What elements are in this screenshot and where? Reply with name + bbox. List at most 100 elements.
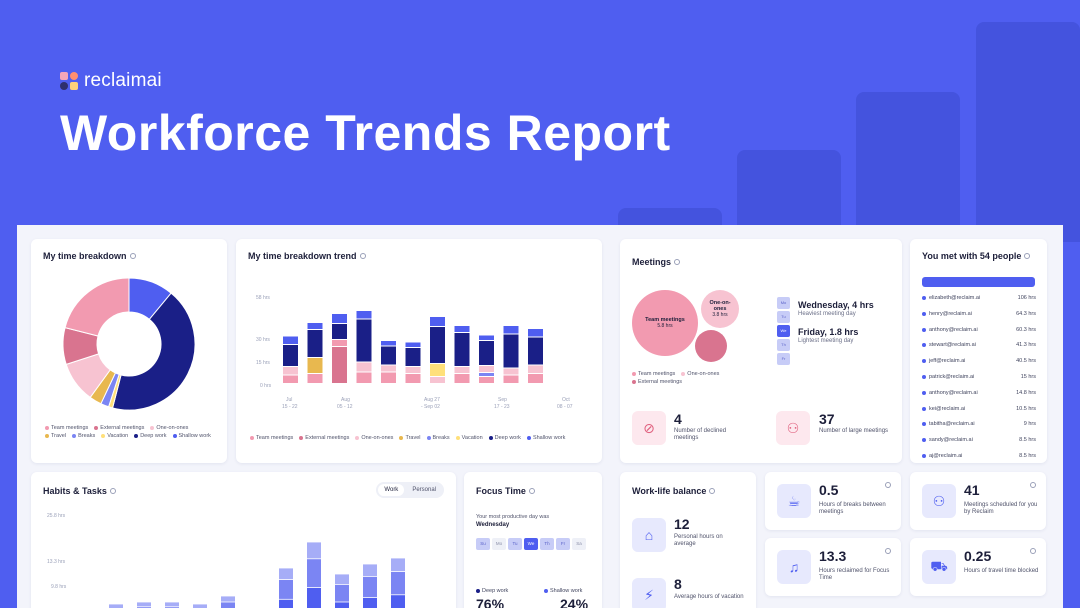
trend-bar-segment: [332, 340, 347, 346]
trend-bar-segment: [283, 336, 298, 344]
y-tick: 9.8 hrs: [51, 584, 67, 590]
trend-bar-segment: [307, 330, 323, 357]
list-item[interactable]: kei@reclaim.ai 10.5 hrs: [922, 406, 1036, 412]
time-breakdown-card: My time breakdown Team meetings External …: [31, 239, 227, 463]
trend-chart: 58 hrs 30 hrs 15 hrs 0 hrs Jul 15 - 22 A…: [256, 295, 573, 410]
brand-logo: reclaimai: [60, 70, 162, 92]
trend-bar-segment: [454, 333, 470, 366]
time-breakdown-donut: [62, 277, 196, 411]
large-meetings-label: Number of large meetings: [819, 428, 889, 434]
trend-bar-segment: [479, 335, 494, 340]
legend-item: Shallow work: [172, 433, 211, 439]
legend-item: Team meetings: [45, 425, 88, 431]
habit-bar-segment: [363, 597, 377, 608]
list-item[interactable]: aj@reclaim.ai 8.5 hrs: [922, 453, 1036, 459]
x-tick: Aug: [341, 397, 350, 403]
habit-bar-segment: [165, 602, 179, 607]
trend-bar-segment: [356, 372, 372, 383]
focus-reclaimed-card: ♫ 13.3 Hours reclaimed for Focus Time: [765, 538, 901, 596]
shallow-work-legend: Shallow work: [544, 588, 582, 594]
habit-bar-segment: [363, 576, 377, 598]
day-sa[interactable]: Sa: [572, 538, 586, 550]
info-icon[interactable]: [129, 253, 136, 259]
info-icon[interactable]: [109, 488, 116, 494]
legend-item: Deep work: [488, 435, 521, 441]
info-icon[interactable]: [674, 259, 681, 265]
logo-mark-icon: [60, 72, 78, 90]
person-email: elizabeth@reclaim.ai: [929, 295, 981, 301]
toggle-work[interactable]: Work: [378, 484, 405, 496]
list-item[interactable]: patrick@reclaim.ai 15 hrs: [922, 374, 1036, 380]
habit-bar-segment: [221, 602, 235, 608]
people-card: You met with 54 people elizabeth@reclaim…: [910, 239, 1047, 463]
info-icon[interactable]: [1030, 482, 1036, 488]
card-title: Habits & Tasks: [43, 486, 107, 496]
trend-bar-segment: [356, 319, 372, 362]
y-tick: 25.8 hrs: [47, 513, 66, 519]
list-item[interactable]: henry@reclaim.ai 64.3 hrs: [922, 311, 1036, 317]
day-we[interactable]: We: [524, 538, 538, 550]
info-icon[interactable]: [709, 488, 716, 494]
habit-bar-segment: [335, 574, 349, 584]
day-th[interactable]: Th: [777, 339, 790, 351]
info-icon[interactable]: [1024, 253, 1031, 259]
habit-bar-segment: [279, 568, 293, 580]
info-icon[interactable]: [1030, 548, 1036, 554]
person-hours: 10.5 hrs: [1016, 405, 1036, 412]
external-meetings-bubble: [695, 330, 727, 362]
card-title: Focus Time: [476, 486, 526, 496]
x-tick: Aug 27: [424, 397, 440, 403]
group-icon: ⚇: [922, 484, 956, 518]
card-title: My time breakdown: [43, 251, 127, 261]
personal-hours-label: Personal hours on average: [674, 534, 723, 547]
x-tick: 17 - 23: [494, 404, 510, 410]
trend-bar-segment: [479, 366, 494, 372]
habit-bar-segment: [221, 596, 235, 602]
y-tick: 15 hrs: [256, 360, 270, 366]
info-icon[interactable]: [885, 548, 891, 554]
info-icon[interactable]: [359, 253, 366, 259]
list-item[interactable]: elizabeth@reclaim.ai 106 hrs: [922, 295, 1036, 301]
person-email: henry@reclaim.ai: [929, 310, 972, 317]
trend-bar-segment: [307, 374, 323, 383]
day-tu[interactable]: Tu: [777, 311, 790, 323]
background-bar: [856, 92, 960, 242]
meetings-legend: Team meetings One-on-ones External meeting…: [632, 371, 772, 385]
info-icon[interactable]: [528, 488, 535, 494]
list-item[interactable]: anthony@reclaim.ai 60.3 hrs: [922, 327, 1036, 333]
trend-bar-segment: [528, 365, 543, 373]
headphones-icon: ♫: [777, 550, 811, 584]
legend-item: Breaks: [72, 433, 95, 439]
day-mo[interactable]: Mo: [492, 538, 506, 550]
trend-bar-segment: [332, 314, 347, 323]
day-th[interactable]: Th: [540, 538, 554, 550]
trend-bar-segment: [528, 337, 543, 365]
person-hours: 60.3 hrs: [1016, 326, 1036, 333]
day-fr[interactable]: Fr: [556, 538, 570, 550]
day-mo[interactable]: Mo: [777, 297, 790, 309]
person-email: jeff@reclaim.ai: [929, 358, 966, 365]
day-fr[interactable]: Fr: [777, 353, 790, 365]
x-tick: 05 - 12: [337, 404, 353, 410]
home-icon: ⌂: [632, 518, 666, 552]
list-item[interactable]: sandy@reclaim.ai 8.5 hrs: [922, 437, 1036, 443]
day-su[interactable]: Su: [476, 538, 490, 550]
toggle-personal[interactable]: Personal: [412, 487, 436, 493]
y-tick: 30 hrs: [256, 337, 270, 343]
person-hours: 40.5 hrs: [1016, 358, 1036, 365]
trend-legend: Team meetings External meetings One-on-one…: [250, 435, 570, 441]
day-we[interactable]: We: [777, 325, 790, 337]
list-item[interactable]: tabitha@reclaim.ai 9 hrs: [922, 421, 1036, 427]
legend-item: Vacation: [455, 435, 483, 441]
habit-bar-segment: [335, 584, 349, 602]
trend-card: My time breakdown trend 58 hrs 30 hrs 15…: [236, 239, 602, 463]
person-email: kei@reclaim.ai: [929, 405, 966, 412]
trend-bar-segment: [430, 327, 445, 363]
info-icon[interactable]: [885, 482, 891, 488]
list-item[interactable]: jeff@reclaim.ai 40.5 hrs: [922, 358, 1036, 364]
list-item[interactable]: anthony@reclaim.ai 14.8 hrs: [922, 390, 1036, 396]
people-bar: [922, 277, 1035, 287]
list-item[interactable]: stewart@reclaim.ai 41.3 hrs: [922, 342, 1036, 348]
day-tu[interactable]: Tu: [508, 538, 522, 550]
habit-bar-segment: [279, 580, 293, 599]
